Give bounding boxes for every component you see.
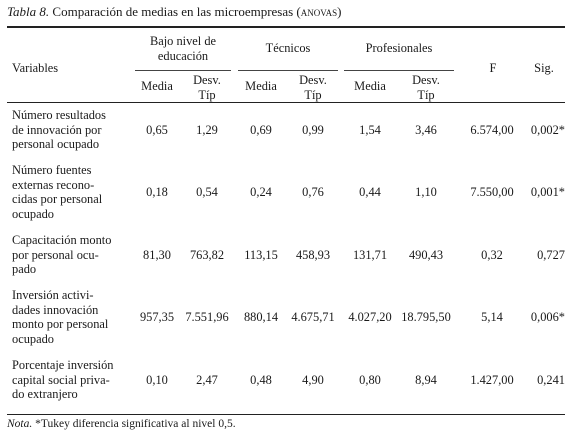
row-label: Número fuentes externas recono-cidas por … [12,163,102,221]
table-cell: 0,44 [359,184,381,199]
row-label-line: ocupado [12,206,54,221]
header-group-2: Técnicos [265,41,311,55]
header-media-3: Media [354,79,386,93]
table-cell: 0,69 [250,122,272,137]
table-cell: 1,29 [196,122,218,137]
table-cell: 1,54 [359,122,381,137]
note-label: Nota. [7,418,33,430]
group-underline-1 [135,70,231,71]
table-note: Nota. *Tukey diferencia significativa al… [7,418,236,430]
group-underline-3 [344,70,454,71]
row-label-line: Número resultados [12,108,106,122]
row-label-line: pado [12,262,37,276]
table-cell: 4.675,71 [291,309,335,324]
table-cell: 113,15 [244,247,278,262]
header-desv-3: Desv. Típ [398,73,454,102]
table-cell: 4.027,20 [348,309,392,324]
header-desv-2-a: Desv. [299,73,327,87]
table-cell: 0,727 [537,247,565,262]
table-cell: 763,82 [189,247,225,262]
row-label-line: dades innovación [12,302,99,317]
table-cell: 0,99 [302,122,324,137]
row-label-line: Número fuentes [12,163,92,177]
header-group-1: Bajo nivel de educación [135,34,231,63]
header-desv-2: Desv. Típ [287,73,339,102]
table-cell: 0,65 [146,122,168,137]
table-cell: 1.427,00 [470,372,514,387]
table-cell: 18.795,50 [401,309,451,324]
table-cell: 0,241 [537,372,565,387]
table-cell: 6.574,00 [470,122,514,137]
header-media-1: Media [141,79,173,93]
row-label-line: monto por personal [12,317,109,331]
row-label-line: capital social priva- [12,372,110,387]
table-cell: 1,10 [415,184,437,199]
table-cell: 957,35 [139,309,175,324]
header-group-1-line2: educación [157,48,209,63]
header-group-1-line1: Bajo nivel de [149,34,217,48]
table-cell: 2,47 [196,372,218,387]
header-media-2: Media [245,79,277,93]
note-text: *Tukey diferencia significativa al nivel… [32,418,236,430]
header-variables: Variables [12,61,59,75]
bottom-rule [7,414,565,416]
row-label-line: do extranjero [12,387,78,401]
table-cell: 0,48 [250,372,272,387]
caption-text: Comparación de medias en las microempres… [49,4,301,19]
table-cell: 0,80 [359,372,381,387]
table-cell: 0,54 [196,184,218,199]
table-cell: 81,30 [143,247,171,262]
header-desv-1: Desv. Típ [184,73,230,102]
caption-close: ) [337,4,342,19]
header-rule [7,102,565,104]
table-cell: 880,14 [243,309,279,324]
row-label: Porcentaje inversión capital social priva… [12,358,114,402]
row-label-line: Porcentaje inversión [12,358,114,372]
table-cell: 3,46 [415,122,437,137]
header-desv-3-b: Típ [417,87,435,102]
table-cell: 0,32 [481,247,503,262]
row-label-line: ocupado [12,331,54,346]
top-rule [7,26,565,28]
row-label: Número resultados de innovación por person… [12,108,106,152]
table-cell: 458,93 [295,247,331,262]
group-underline-2 [238,70,338,71]
row-label-line: por personal ocu- [12,247,99,262]
table-cell: 4,90 [302,372,324,387]
table-cell: 8,94 [415,372,437,387]
row-label: Inversión activi-dades innovación monto p… [12,288,108,346]
header-desv-1-a: Desv. [193,73,221,87]
table-cell: 490,43 [408,247,444,262]
header-sig: Sig. [534,61,554,75]
table-cell: 0,18 [146,184,168,199]
row-label-line: de innovación por [12,122,102,137]
table-cell: 7.550,00 [470,184,514,199]
table-cell: 0,006* [530,309,565,324]
table-cell: 7.551,96 [185,309,229,324]
row-label-line: personal ocupado [12,137,100,151]
table-cell: 0,001* [530,184,565,199]
table-cell: 5,14 [481,309,503,324]
row-label-line: Capacitación monto [12,233,112,247]
row-label-line: Inversión activi- [12,288,94,302]
caption-smallcaps: anovas [300,4,338,19]
table-cell: 0,10 [146,372,168,387]
row-label-line: cidas por personal [12,192,103,206]
table-cell: 0,002* [530,122,565,137]
header-desv-2-b: Típ [304,87,322,102]
table-cell: 0,24 [250,184,272,199]
header-desv-3-a: Desv. [412,73,440,87]
caption-label: Tabla 8. [7,4,50,19]
header-desv-1-b: Típ [198,87,216,102]
row-label-line: externas recono- [12,177,95,192]
header-f: F [489,61,497,75]
table-caption: Tabla 8. Comparación de medias en las mi… [7,4,341,20]
row-label: Capacitación monto por personal ocu-pado [12,233,111,277]
header-group-3: Profesionales [365,41,433,55]
table-cell: 131,71 [352,247,388,262]
table-cell: 0,76 [302,184,324,199]
